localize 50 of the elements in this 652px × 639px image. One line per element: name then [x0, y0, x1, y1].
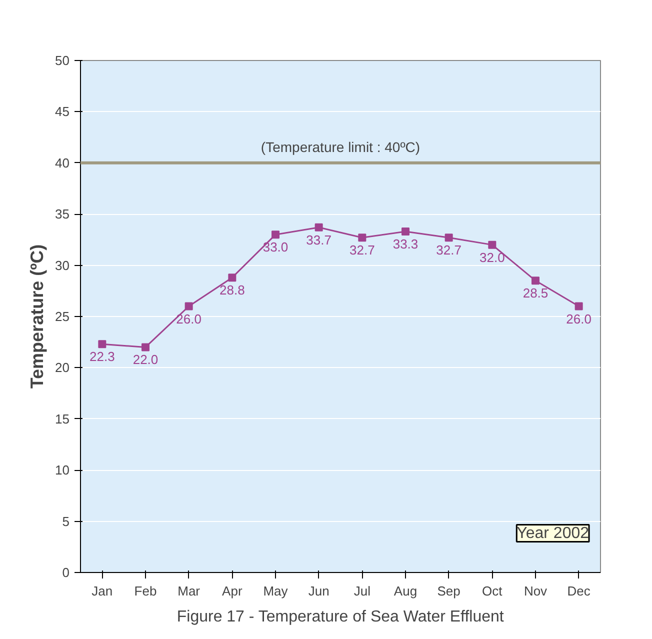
- point: [402, 228, 410, 236]
- data-label: 22.0: [132, 352, 158, 368]
- y-axis-title: Temperature (ºC): [27, 244, 48, 389]
- caption: Figure 17 - Temperature of Sea Water Effluent: [176, 608, 504, 626]
- y-tick-label: 35: [55, 206, 70, 222]
- point: [358, 234, 366, 242]
- x-tick-label: Jan: [92, 584, 113, 598]
- data-label: 32.7: [350, 242, 375, 258]
- y-tick-label: 5: [62, 514, 70, 529]
- data-label: 33.0: [262, 240, 288, 255]
- point: [228, 274, 236, 282]
- y-tick-label: 45: [55, 104, 70, 120]
- data-label: 32.7: [436, 242, 462, 258]
- x-tick-label: Feb: [134, 584, 157, 598]
- point: [444, 234, 453, 242]
- data-label: 33.7: [306, 232, 332, 248]
- y-tick-label: 40: [55, 155, 70, 170]
- y-tick-label: 15: [55, 411, 70, 426]
- y-tick-label: 25: [55, 309, 70, 324]
- x-tick-label: Dec: [567, 584, 591, 598]
- x-tick-label: May: [263, 584, 288, 598]
- point: [272, 230, 280, 239]
- point: [488, 240, 496, 249]
- point: [184, 302, 193, 310]
- x-tick-label: Sep: [437, 584, 460, 598]
- data-label: 33.3: [392, 236, 418, 252]
- x-tick-label: Aug: [394, 584, 418, 598]
- data-label: 22.3: [90, 349, 115, 364]
- x-tick-label: Jun: [308, 584, 330, 598]
- data-label: 26.0: [566, 311, 592, 326]
- x-tick-label: Mar: [178, 584, 201, 598]
- data-label: 28.8: [220, 282, 245, 298]
- ref-line-label: (Temperature limit : 40ºC): [260, 138, 420, 155]
- point: [314, 223, 323, 232]
- data-label: 28.5: [522, 286, 548, 301]
- data-label: 32.0: [480, 250, 505, 265]
- data-label: 26.0: [176, 311, 202, 326]
- y-tick-label: 0: [62, 565, 70, 580]
- y-tick-label: 50: [55, 53, 70, 68]
- point: [98, 340, 106, 348]
- point: [142, 343, 150, 352]
- x-tick-label: Oct: [482, 584, 503, 598]
- y-tick-label: 30: [55, 258, 70, 273]
- y-tick-label: 10: [55, 462, 70, 478]
- x-tick-label: Nov: [524, 584, 548, 598]
- point: [532, 276, 540, 285]
- x-tick-label: Jul: [354, 584, 371, 598]
- point: [574, 302, 583, 310]
- x-tick-label: Apr: [222, 584, 243, 598]
- y-tick-label: 20: [55, 360, 70, 376]
